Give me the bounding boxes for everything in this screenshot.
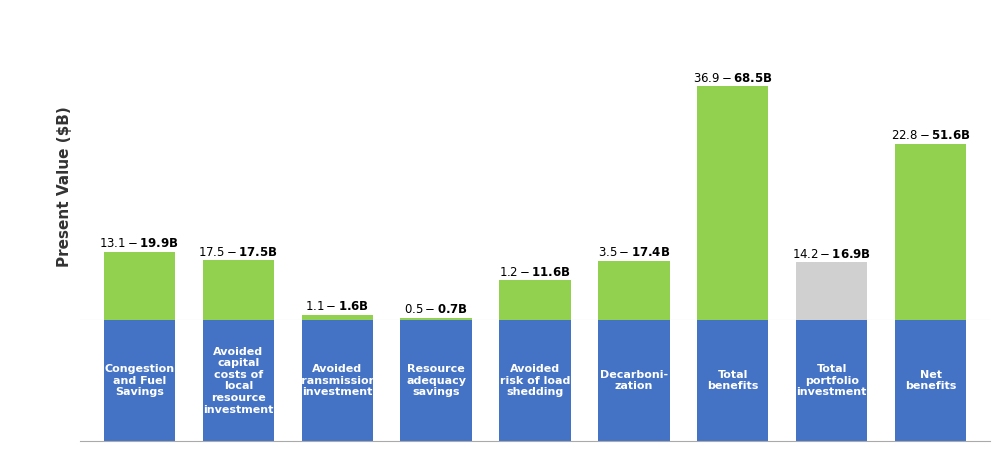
Bar [895,144,966,320]
Text: $1.1-$1.6B: $1.1-$1.6B [305,300,369,313]
Bar [400,320,472,441]
Text: Net
benefits: Net benefits [905,370,956,392]
Text: $1.2-$11.6B: $1.2-$11.6B [499,266,571,279]
Bar [203,320,274,441]
Text: Avoided
transmission
investment: Avoided transmission investment [297,364,377,397]
Bar [104,252,175,320]
Text: Total
portfolio
investment: Total portfolio investment [797,364,867,397]
Text: Avoided
risk of load
shedding: Avoided risk of load shedding [500,364,570,397]
Text: Resource
adequacy
savings: Resource adequacy savings [406,364,466,397]
Text: $36.9-$68.5B: $36.9-$68.5B [693,72,773,85]
Bar [796,262,867,320]
Text: Congestion
and Fuel
Savings: Congestion and Fuel Savings [104,364,174,397]
Bar [598,261,670,320]
Bar [499,320,571,441]
Bar [104,320,175,441]
Bar [796,320,867,441]
Bar [400,318,472,320]
Text: $13.1-$19.9B: $13.1-$19.9B [99,238,179,251]
Text: $14.2-$16.9B: $14.2-$16.9B [792,248,871,261]
Text: $0.5-$0.7B: $0.5-$0.7B [404,303,468,316]
Bar [598,320,670,441]
Bar [895,320,966,441]
Bar [302,315,373,320]
Text: $3.5-$17.4B: $3.5-$17.4B [598,246,670,259]
Y-axis label: Present Value ($B): Present Value ($B) [57,107,72,267]
Bar [499,280,571,320]
Text: $17.5-$17.5B: $17.5-$17.5B [198,246,278,259]
Text: Total
benefits: Total benefits [707,370,759,392]
Bar [697,86,768,320]
Text: $22.8-$51.6B: $22.8-$51.6B [891,129,970,142]
Bar [697,320,768,441]
Text: Avoided
capital
costs of
local
resource
investment: Avoided capital costs of local resource … [203,346,273,414]
Bar [203,261,274,320]
Bar [302,320,373,441]
Text: Decarboni-
zation: Decarboni- zation [600,370,668,392]
